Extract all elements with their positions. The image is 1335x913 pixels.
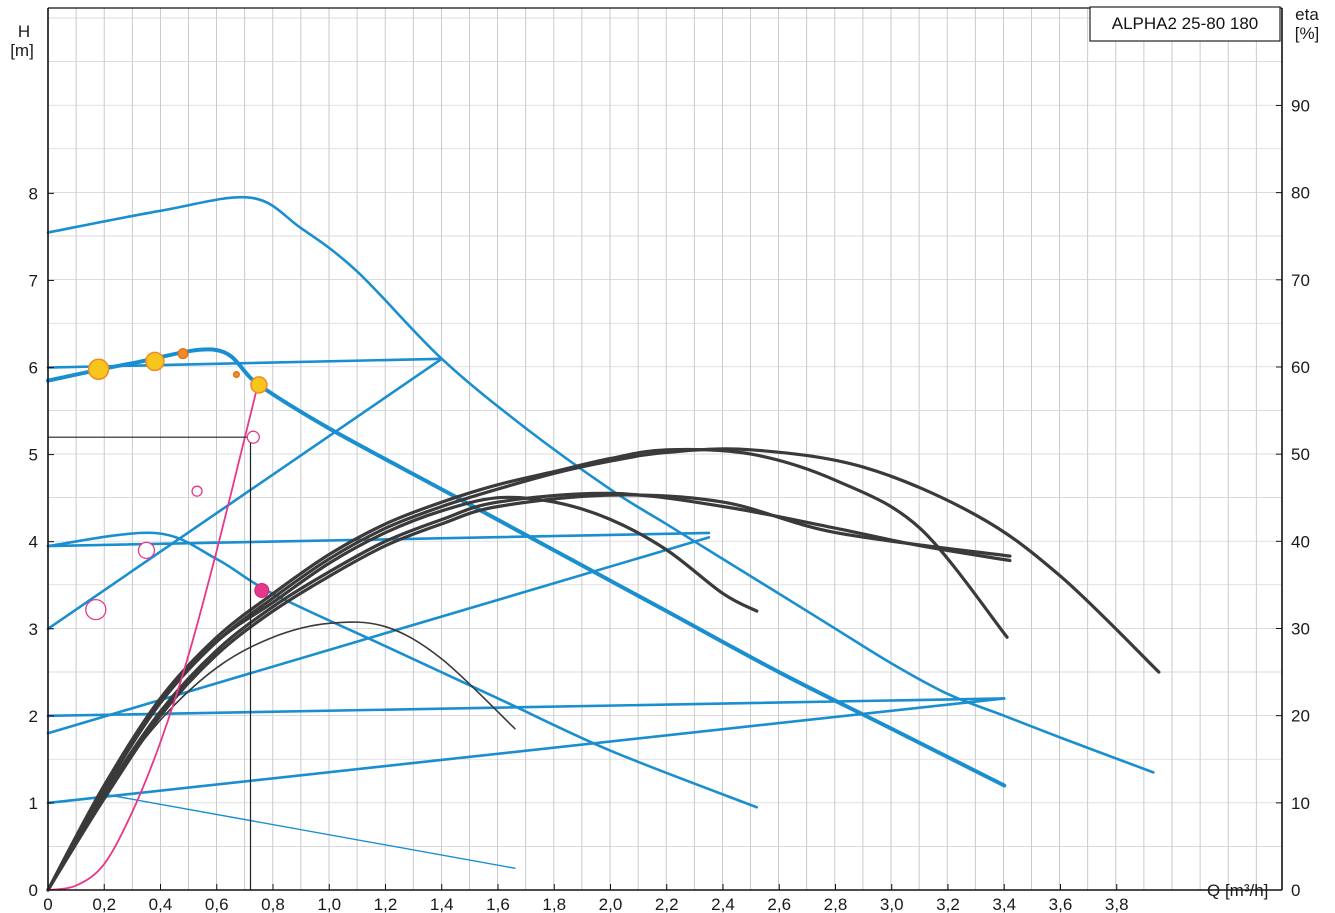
x-tick-label: 2,0: [599, 895, 623, 913]
x-tick-label: 3,8: [1105, 895, 1129, 913]
y-left-axis-title: H: [18, 22, 30, 41]
efficiency-curve: [46, 447, 1009, 892]
x-tick-label: 2,6: [767, 895, 791, 913]
operating-point-lines: [48, 436, 252, 890]
y-right-axis-unit: [%]: [1295, 24, 1320, 43]
grid-lines: [48, 8, 1282, 890]
markers: [85, 348, 270, 621]
y-right-axis-title: eta: [1295, 5, 1319, 24]
y-right-tick-label: 60: [1291, 358, 1310, 377]
x-tick-label: 0,6: [205, 895, 229, 913]
pump-curve: [46, 697, 1006, 718]
x-tick-label: 1,4: [430, 895, 454, 913]
x-tick-label: 3,0: [880, 895, 904, 913]
efficiency-curve: [47, 621, 516, 891]
efficiency-curve: [46, 491, 1012, 892]
x-tick-label: 0,4: [149, 895, 173, 913]
pump-curve: [103, 793, 516, 869]
x-tick-label: 0: [43, 895, 52, 913]
y-right-tick-label: 30: [1291, 619, 1310, 638]
model-label-box: [1089, 6, 1281, 42]
y-left-tick-label: 2: [29, 707, 38, 726]
y-right-tick-label: 40: [1291, 532, 1310, 551]
y-right-tick-label: 20: [1291, 707, 1310, 726]
model-label: ALPHA2 25-80 180: [1112, 14, 1259, 33]
x-tick-label: 3,2: [936, 895, 960, 913]
y-left-tick-label: 4: [29, 533, 38, 552]
x-tick-label: 1,0: [317, 895, 341, 913]
y-left-tick-label: 8: [29, 184, 38, 203]
pump-curve: [46, 531, 759, 809]
x-tick-label: 2,8: [824, 895, 848, 913]
data-marker: [246, 430, 260, 444]
y-left-tick-label: 7: [29, 271, 38, 290]
y-left-tick-label: 1: [29, 794, 38, 813]
data-marker: [87, 358, 110, 381]
pump-curve: [46, 357, 444, 369]
data-marker: [254, 582, 270, 598]
pump-curve: [46, 531, 711, 548]
y-right-tick-label: 0: [1291, 881, 1300, 900]
x-tick-label: 2,4: [711, 895, 735, 913]
x-tick-label: 1,2: [374, 895, 398, 913]
y-left-tick-label: 0: [29, 881, 38, 900]
y-left-tick-label: 6: [29, 359, 38, 378]
plot-frame: [47, 7, 1283, 891]
data-marker: [232, 370, 240, 378]
x-tick-label: 1,8: [542, 895, 566, 913]
y-left-tick-label: 5: [29, 446, 38, 465]
y-right-tick-labels: 0 10 20 30 40 50 60 70 80 90: [1276, 96, 1310, 900]
y-left-tick-label: 3: [29, 620, 38, 639]
data-marker: [250, 376, 268, 394]
y-right-tick-label: 50: [1291, 445, 1310, 464]
y-right-tick-label: 10: [1291, 794, 1310, 813]
pump-curve: [46, 697, 1006, 805]
data-marker: [191, 485, 203, 497]
y-right-tick-label: 90: [1291, 96, 1310, 115]
pump-curve: [46, 357, 444, 631]
x-tick-label: 0,8: [261, 895, 285, 913]
x-tick-label: 3,6: [1049, 895, 1073, 913]
data-marker: [145, 351, 165, 372]
x-tick-labels: 0 0,2 0,4 0,6 0,8 1,0 1,2 1,4 1,6 1,8 2,0 2,2 2,4 2,6…: [43, 884, 1129, 913]
x-tick-label: 3,4: [992, 895, 1016, 913]
x-tick-label: 1,6: [486, 895, 510, 913]
data-marker: [177, 348, 189, 360]
data-marker: [137, 541, 156, 560]
y-right-tick-label: 80: [1291, 184, 1310, 203]
y-right-tick-label: 70: [1291, 271, 1310, 290]
curves: [46, 195, 1161, 892]
efficiency-curve: [46, 493, 1012, 892]
y-left-tick-labels: 0 1 2 3 4 5 6 7 8: [29, 184, 54, 900]
pump-curve: [46, 195, 1155, 774]
x-tick-label: 2,2: [655, 895, 679, 913]
data-marker: [85, 598, 107, 621]
system-curve: [47, 380, 260, 891]
x-tick-label: 0,2: [92, 895, 116, 913]
x-axis-title: Q [m³/h]: [1207, 881, 1268, 900]
efficiency-curve: [46, 495, 759, 892]
y-left-axis-unit: [m]: [10, 41, 34, 60]
